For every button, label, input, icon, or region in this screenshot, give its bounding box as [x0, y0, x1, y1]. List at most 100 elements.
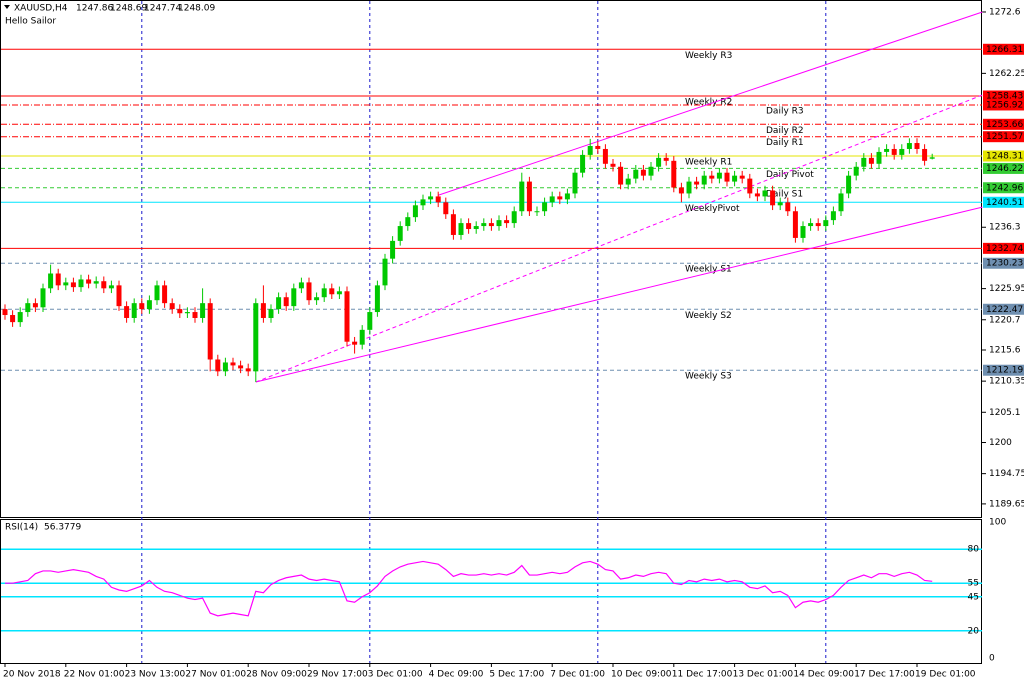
candle-body	[108, 285, 114, 289]
x-tick-label: 10 Dec 09:00	[611, 670, 672, 680]
rsi-level-label: 55	[968, 579, 979, 589]
candle-body	[656, 157, 662, 167]
candle-body	[131, 303, 137, 318]
high: 1248.69	[110, 4, 147, 14]
candle-body	[922, 148, 928, 161]
candle-body	[709, 175, 715, 179]
candle-body	[78, 279, 84, 288]
candle-body	[298, 282, 304, 289]
candle-body	[55, 273, 61, 286]
candle-body	[443, 202, 449, 215]
candle-body	[640, 169, 646, 176]
x-tick-label: 28 Nov 09:00	[246, 670, 307, 680]
level-price-box	[983, 150, 1024, 162]
level-label: Daily Pivot	[766, 170, 814, 180]
level-price-box	[983, 99, 1024, 111]
x-tick-label: 20 Nov 2018	[3, 670, 61, 680]
x-tick-label: 11 Dec 17:00	[672, 670, 733, 680]
candle-body	[207, 303, 213, 360]
candle-body	[587, 146, 593, 155]
x-tick-label: 17 Dec 17:00	[854, 670, 915, 680]
rsi-level-label: 45	[968, 592, 979, 602]
y-tick-label: 1236.3	[989, 223, 1021, 233]
candle-body	[891, 148, 897, 155]
candle-body	[633, 169, 639, 179]
candle-body	[557, 196, 563, 200]
candle-body	[648, 166, 654, 176]
level-price: 1212.19	[986, 366, 1023, 376]
candle-body	[496, 220, 502, 227]
candle-body	[504, 220, 510, 224]
rsi-tick-label: 100	[989, 518, 1006, 528]
level-price-box	[983, 131, 1024, 143]
candle-body	[435, 196, 441, 203]
symbol: XAUUSD,H4	[14, 4, 68, 14]
candle-body	[291, 288, 297, 307]
candle-body	[93, 281, 99, 284]
candle-body	[830, 211, 836, 221]
level-label: Daily R2	[766, 126, 804, 136]
candle-body	[846, 175, 852, 194]
candle-body	[169, 303, 175, 310]
rsi-panel	[0, 519, 982, 664]
y-tick-label: 1220.7	[989, 315, 1021, 325]
candle-body	[792, 211, 798, 238]
candle-body	[595, 146, 601, 149]
rsi-line	[5, 560, 933, 617]
level-price: 1266.31	[986, 45, 1023, 55]
y-tick-label: 1272.6	[989, 7, 1021, 17]
candle-body	[101, 281, 107, 289]
candle-body	[861, 157, 867, 167]
rsi-level-label: 20	[968, 626, 980, 636]
x-tick-label: 5 Dec 17:00	[489, 670, 544, 680]
candle-body	[238, 365, 244, 369]
candle-body	[838, 193, 844, 212]
level-price-box	[983, 162, 1024, 174]
x-tick-label: 29 Nov 17:00	[307, 670, 368, 680]
candle-body	[412, 205, 418, 218]
candle-body	[276, 297, 282, 310]
candle-body	[215, 359, 221, 372]
candle-body	[511, 211, 517, 224]
candle-body	[564, 193, 570, 200]
candle-body	[466, 223, 472, 230]
level-label: Daily S1	[766, 189, 803, 199]
candle-body	[268, 309, 274, 318]
candle-body	[146, 300, 152, 310]
candle-body	[139, 303, 145, 310]
candle-body	[86, 279, 92, 284]
level-price-box	[983, 43, 1024, 55]
level-price-box	[983, 196, 1024, 208]
candle-body	[10, 315, 16, 323]
candle-body	[808, 223, 814, 227]
trendline	[255, 206, 983, 383]
rsi-value: 56.3779	[44, 523, 81, 533]
candle-body	[352, 341, 358, 345]
candle-body	[906, 143, 912, 149]
candle-body	[732, 175, 738, 182]
menu-arrow[interactable]	[4, 5, 10, 9]
candle-body	[162, 285, 168, 304]
candle-body	[762, 190, 768, 197]
candle-body	[572, 172, 578, 194]
level-price: 1232.74	[986, 244, 1023, 254]
candle-body	[397, 226, 403, 241]
candle-body	[853, 166, 859, 176]
level-label: Weekly S2	[685, 311, 732, 321]
level-label: Weekly R1	[685, 158, 732, 168]
candle-body	[770, 190, 776, 206]
candle-body	[314, 297, 320, 301]
y-tick-label: 1205.1	[989, 408, 1021, 418]
candle-body	[177, 309, 183, 314]
close: 1248.09	[178, 4, 215, 14]
rsi-level-label: 80	[968, 545, 980, 555]
level-label: Daily R1	[766, 138, 804, 148]
candle-body	[815, 223, 821, 227]
candle-body	[739, 175, 745, 179]
candle-body	[823, 220, 829, 227]
candle-body	[602, 148, 608, 164]
candle-body	[678, 187, 684, 194]
level-price: 1242.96	[986, 183, 1023, 193]
candle-body	[481, 223, 487, 227]
